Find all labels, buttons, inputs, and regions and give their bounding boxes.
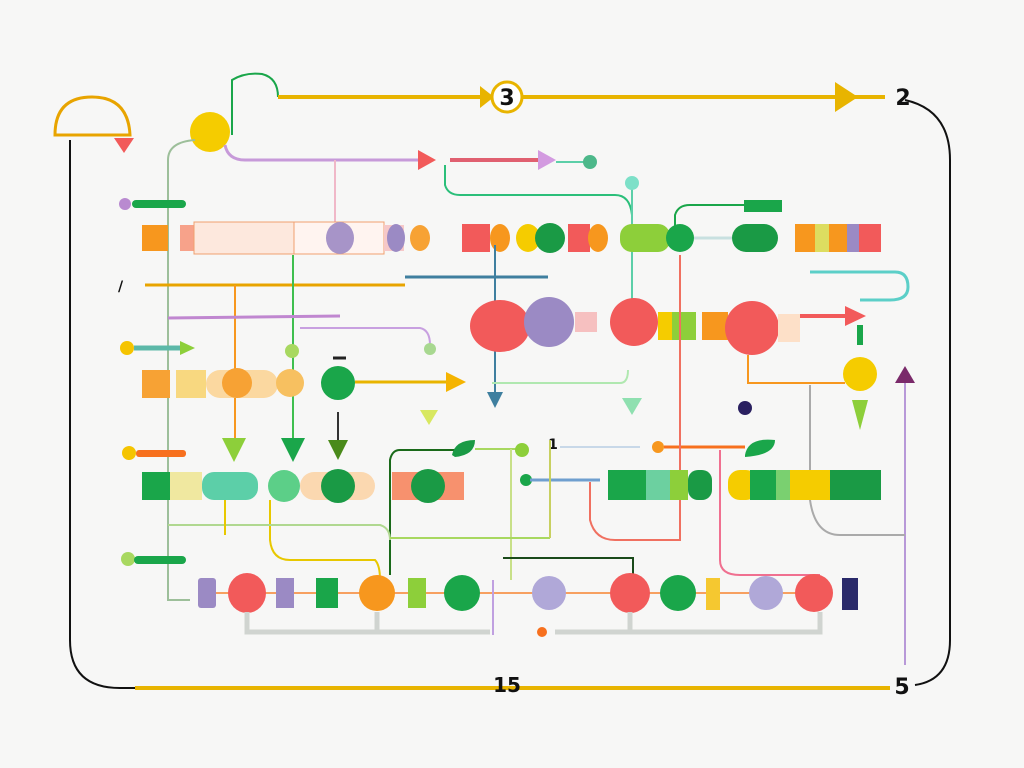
light-green-line bbox=[492, 369, 629, 384]
strip-row1-left bbox=[142, 221, 430, 255]
node-row2 bbox=[470, 297, 866, 355]
strip-row2-left bbox=[142, 366, 355, 400]
steel-arrowhead bbox=[487, 392, 503, 408]
green-leaf-node bbox=[745, 439, 775, 457]
teal-dot bbox=[583, 155, 597, 169]
strip-row1-right bbox=[462, 223, 881, 253]
green-connector bbox=[444, 165, 633, 235]
green-horizontal bbox=[168, 524, 391, 541]
label-top-right: 2 bbox=[895, 86, 910, 111]
gray-curve bbox=[809, 385, 905, 536]
orange-dot bbox=[652, 441, 664, 453]
purple-h-line bbox=[167, 314, 341, 320]
green-dot bbox=[515, 443, 529, 457]
red-triangle bbox=[114, 138, 134, 153]
green-tag bbox=[744, 200, 782, 212]
orange-dot bbox=[537, 627, 547, 637]
purple-connector-2 bbox=[300, 327, 431, 346]
yellow-dot bbox=[122, 446, 136, 460]
red-curve bbox=[589, 255, 681, 541]
purple-up-arrow bbox=[895, 366, 915, 383]
green-arrowhead bbox=[180, 341, 195, 355]
yellow-node bbox=[190, 112, 230, 152]
navy-dot bbox=[738, 401, 752, 415]
outer-loop-left bbox=[69, 140, 135, 689]
green-bulb bbox=[424, 343, 436, 355]
red-connector bbox=[747, 355, 845, 384]
green-leaf bbox=[852, 400, 868, 430]
arrow-head bbox=[835, 82, 858, 112]
label-bottom-center: 15 bbox=[493, 673, 521, 697]
yellow-leaf bbox=[420, 410, 438, 425]
green-leaf-node bbox=[452, 440, 475, 457]
strip-row3-right bbox=[608, 470, 881, 500]
outer-loop-right bbox=[904, 99, 951, 686]
light-green-dot bbox=[121, 552, 135, 566]
green-down-arrow bbox=[222, 438, 246, 462]
semicircle-cap bbox=[53, 95, 132, 137]
purple-arrow bbox=[538, 150, 556, 170]
dark-bracket bbox=[503, 557, 634, 578]
yellow-arrowhead bbox=[446, 372, 466, 392]
glyph-mark: / bbox=[118, 279, 124, 295]
yellow-node-right bbox=[843, 357, 877, 391]
green-down-arrow bbox=[281, 438, 305, 462]
purple-vertical bbox=[167, 139, 196, 601]
yellow-connector bbox=[269, 500, 381, 581]
green-branch bbox=[674, 204, 750, 230]
strip-row3-left bbox=[142, 469, 464, 503]
green-bulb bbox=[285, 344, 299, 358]
orange-dash bbox=[136, 450, 186, 457]
green-dash bbox=[132, 200, 186, 208]
label-mid: 1 bbox=[548, 437, 558, 453]
step-circle bbox=[490, 80, 524, 114]
arrow-head bbox=[480, 86, 494, 108]
olive-down-arrow bbox=[328, 440, 348, 460]
dark-green-connector bbox=[389, 449, 455, 575]
gray-bracket-right bbox=[555, 612, 823, 635]
teal-arrowhead bbox=[622, 398, 642, 415]
green-dash bbox=[134, 556, 186, 564]
teal-bulb bbox=[625, 176, 639, 190]
red-arrow-left bbox=[418, 150, 436, 170]
node-row4 bbox=[198, 573, 858, 613]
label-bottom-right: 5 bbox=[894, 675, 909, 700]
pink-curve bbox=[719, 450, 820, 576]
purple-connector bbox=[223, 144, 420, 162]
yellow-dot bbox=[120, 341, 134, 355]
cyan-loop bbox=[810, 270, 910, 302]
top-connector bbox=[231, 72, 279, 135]
gray-bracket-left bbox=[244, 612, 490, 635]
green-dot bbox=[520, 474, 532, 486]
label-top-center: 3 bbox=[499, 86, 514, 111]
purple-dot bbox=[119, 198, 131, 210]
